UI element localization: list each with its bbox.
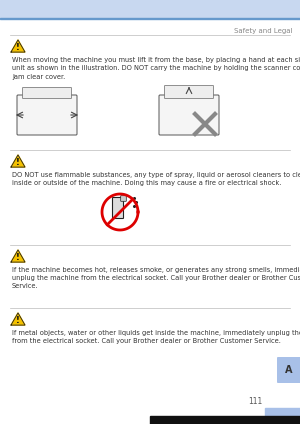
FancyBboxPatch shape bbox=[164, 86, 214, 98]
Polygon shape bbox=[11, 155, 25, 167]
FancyBboxPatch shape bbox=[112, 198, 124, 218]
Text: DO NOT use flammable substances, any type of spray, liquid or aerosol cleaners t: DO NOT use flammable substances, any typ… bbox=[12, 172, 300, 186]
FancyBboxPatch shape bbox=[277, 357, 300, 383]
Text: If metal objects, water or other liquids get inside the machine, immediately unp: If metal objects, water or other liquids… bbox=[12, 330, 300, 344]
Polygon shape bbox=[11, 250, 25, 262]
Text: Safety and Legal: Safety and Legal bbox=[233, 28, 292, 34]
Polygon shape bbox=[11, 40, 25, 52]
Text: If the machine becomes hot, releases smoke, or generates any strong smells, imme: If the machine becomes hot, releases smo… bbox=[12, 267, 300, 290]
Text: When moving the machine you must lift it from the base, by placing a hand at eac: When moving the machine you must lift it… bbox=[12, 57, 300, 80]
FancyBboxPatch shape bbox=[17, 95, 77, 135]
Polygon shape bbox=[11, 313, 25, 325]
Text: !: ! bbox=[16, 316, 20, 325]
Bar bbox=[265, 408, 300, 416]
FancyBboxPatch shape bbox=[121, 196, 126, 201]
Text: !: ! bbox=[16, 158, 20, 167]
FancyBboxPatch shape bbox=[22, 87, 71, 98]
Text: !: ! bbox=[16, 43, 20, 52]
Text: 111: 111 bbox=[248, 397, 262, 406]
Text: A: A bbox=[285, 365, 293, 375]
FancyBboxPatch shape bbox=[159, 95, 219, 135]
Bar bbox=[150, 416, 300, 424]
Bar bbox=[0, 0, 300, 18]
Bar bbox=[0, 18, 300, 19]
Text: !: ! bbox=[16, 253, 20, 262]
